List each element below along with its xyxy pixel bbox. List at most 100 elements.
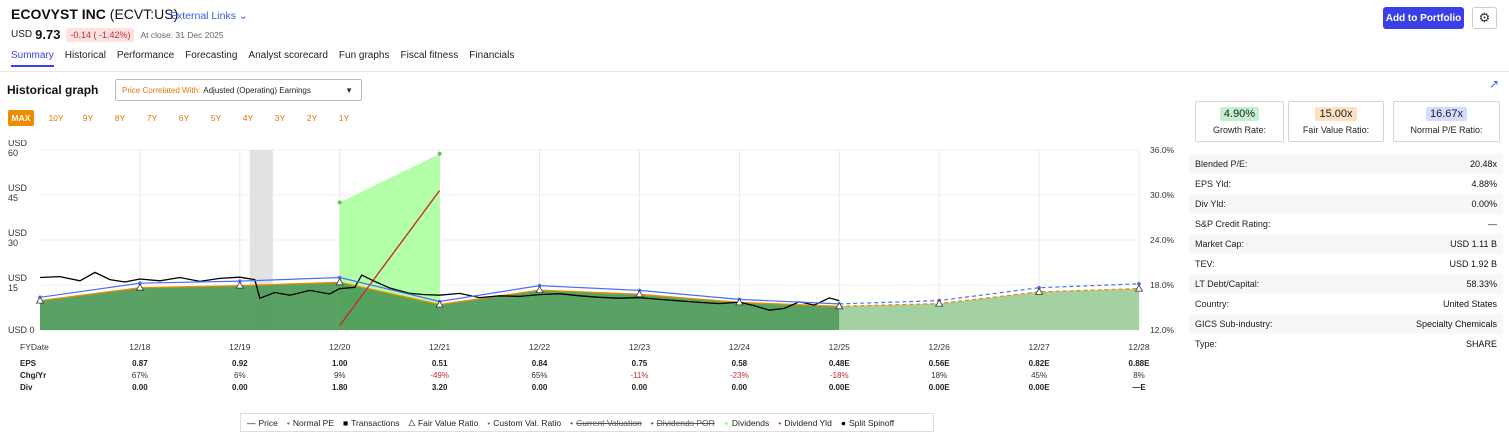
right-axis-tick-label: 24.0% [1150,235,1175,245]
row-value: 0.75 [632,359,648,368]
header-divider [0,71,1509,72]
company-label: ECOVYST INC [11,6,106,22]
row-value: -49% [430,371,449,380]
x-tick-label: 12/22 [529,342,551,352]
range-button-4y[interactable]: 4Y [242,113,254,123]
row-value: 18% [931,371,947,380]
row-value: 0.00E [829,383,851,392]
legend-label: Custom Val. Ratio [493,417,562,428]
row-value: 45% [1031,371,1047,380]
fair-value-marker [934,299,944,307]
tab-summary[interactable]: Summary [11,50,54,67]
legend-item-normal-pe[interactable]: • Normal PE [287,418,334,428]
range-button-1y[interactable]: 1Y [338,113,350,123]
row-value: 0.00 [632,383,648,392]
range-button-6y[interactable]: 6Y [178,113,190,123]
tab-historical[interactable]: Historical [64,50,106,61]
stat-key: Type: [1195,339,1218,349]
fair-value-marker [235,281,245,289]
stat-value: — [1488,219,1497,229]
row-value: 0.92 [232,359,248,368]
stat-key: GICS Sub-industry: [1195,319,1273,329]
tab-financials[interactable]: Financials [469,50,515,61]
ticker-label: (ECVT:US) [109,6,179,22]
fair-value-marker [335,278,344,286]
row-value: —E [1132,383,1146,392]
ratio-value: 15.00x [1315,107,1357,121]
row-label: Div [20,383,33,392]
stat-row: GICS Sub-industry: Specialty Chemicals [1189,314,1503,334]
fair-value-marker [435,300,444,308]
legend-label: Price [258,417,278,428]
x-tick-label: 12/28 [1128,342,1150,352]
stat-value: 4.88% [1471,179,1497,189]
stat-key: Blended P/E: [1195,159,1248,169]
range-button-10y[interactable]: 10Y [48,113,64,123]
chevron-down-icon: ⌄ [238,10,248,22]
price-value: 9.73 [35,27,61,42]
x-tick-label: 12/26 [929,342,951,352]
legend-item-dividend-yld[interactable]: • Dividend Yld [778,418,832,428]
range-button-2y[interactable]: 2Y [306,113,318,123]
legend-item-transactions[interactable]: ■ Transactions [343,418,399,428]
stat-value: United States [1442,299,1497,309]
gear-icon: ⚙ [1478,10,1491,25]
legend-marker: ■ [342,417,349,428]
tab-forecasting[interactable]: Forecasting [185,50,238,61]
external-links-dropdown[interactable]: External Links ⌄ [170,10,248,22]
legend-marker: • [650,417,654,428]
normal-pe-point [1137,282,1141,286]
row-value: 0.00 [132,383,148,392]
range-button-3y[interactable]: 3Y [274,113,286,123]
tab-analyst-scorecard[interactable]: Analyst scorecard [248,50,328,61]
legend-label: Normal PE [292,417,334,428]
range-button-5y[interactable]: 5Y [210,113,222,123]
tab-bar: Summary Historical Performance Forecasting A… [11,50,514,67]
legend-item-dividends-por[interactable]: • Dividends POR [651,418,715,428]
legend-label: Dividend Yld [784,417,832,428]
stat-key: Div Yld: [1195,199,1226,209]
range-buttons: MAX 10Y 9Y 8Y 7Y 6Y 5Y 4Y 3Y 2Y 1Y [8,110,360,126]
price-correlated-select[interactable]: Price Correlated With: Adjusted (Operati… [115,79,362,101]
right-axis-tick-label: 30.0% [1150,190,1175,200]
stat-key: S&P Credit Rating: [1195,219,1271,229]
ratio-label: Normal P/E Ratio: [1410,125,1483,135]
external-links-label: External Links [170,10,236,22]
stat-key: Country: [1195,299,1230,309]
stat-row: LT Debt/Capital: 58.33% [1189,274,1503,294]
legend-item-dividends[interactable]: ● Dividends [724,418,769,428]
right-axis-tick-label: 36.0% [1150,145,1175,155]
legend-item-split-spinoff[interactable]: ● Split Spinoff [841,418,894,428]
tab-fiscal-fitness[interactable]: Fiscal fitness [400,50,459,61]
tab-fun-graphs[interactable]: Fun graphs [338,50,390,61]
stat-value: Specialty Chemicals [1415,319,1497,329]
ratio-card: 15.00x Fair Value Ratio: [1288,101,1384,142]
ratio-value: 16.67x [1425,107,1468,121]
dividends-area [339,153,440,330]
row-value: 8% [1133,371,1145,380]
range-button-8y[interactable]: 8Y [114,113,126,123]
ratio-card: 16.67x Normal P/E Ratio: [1393,101,1500,142]
legend-item-custom-val-ratio[interactable]: • Custom Val. Ratio [487,418,561,428]
left-axis-tick-label: USD 60 [8,140,28,158]
fair-value-marker [635,290,644,298]
normal-pe-point [537,283,542,288]
stat-row: Div Yld: 0.00% [1189,194,1503,214]
legend-item-current-valuation[interactable]: • Current Valuation [570,418,642,428]
external-link-icon[interactable]: ↗ [1489,77,1500,91]
legend-item-fair-value-ratio[interactable]: △ Fair Value Ratio [408,417,478,428]
settings-button[interactable]: ⚙ [1472,7,1497,29]
range-button-7y[interactable]: 7Y [146,113,158,123]
stat-value: SHARE [1465,339,1497,349]
range-button-9y[interactable]: 9Y [82,113,94,123]
x-tick-label: 12/24 [729,342,751,352]
x-tick-label: 12/23 [629,342,651,352]
stat-row: EPS Yld: 4.88% [1189,174,1503,194]
legend-label: Current Valuation [576,417,642,428]
add-to-portfolio-button[interactable]: Add to Portfolio [1383,7,1464,29]
range-button-max[interactable]: MAX [8,110,34,126]
tab-performance[interactable]: Performance [116,50,175,61]
legend-item-price[interactable]: — Price [247,418,278,428]
row-value: 67% [132,371,148,380]
row-value: 6% [234,371,246,380]
